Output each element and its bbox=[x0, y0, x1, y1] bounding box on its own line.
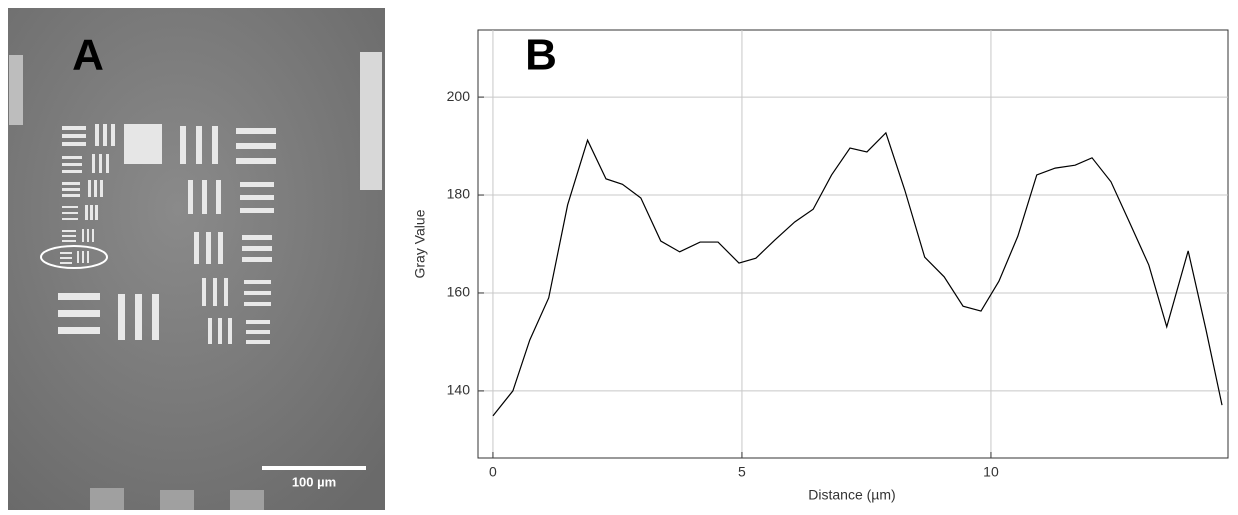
x-tick-label: 10 bbox=[983, 464, 999, 480]
y-tick-label: 200 bbox=[447, 88, 471, 104]
x-tick-label: 5 bbox=[738, 464, 746, 480]
profile-chart: B Distance (µm) Gray Value 140 160 180 200 0… bbox=[412, 29, 1229, 503]
plot-frame bbox=[477, 29, 1229, 459]
bottom-features bbox=[90, 488, 264, 510]
micrograph: 100 µm A bbox=[8, 8, 385, 510]
scale-bar bbox=[262, 466, 366, 470]
edge-feature bbox=[360, 52, 382, 190]
bar-groups bbox=[58, 124, 276, 344]
scale-bar-label: 100 µm bbox=[292, 474, 336, 489]
y-axis-label: Gray Value bbox=[412, 209, 428, 278]
profile-line bbox=[492, 131, 1223, 417]
y-tick-label: 140 bbox=[447, 382, 471, 398]
panel-label: B bbox=[525, 31, 557, 80]
edge-feature bbox=[9, 55, 23, 125]
highlight-ellipse bbox=[40, 245, 108, 269]
y-tick-label: 180 bbox=[447, 186, 471, 202]
y-tick-label: 160 bbox=[447, 284, 471, 300]
x-tick-label: 0 bbox=[489, 464, 497, 480]
square-target bbox=[124, 124, 162, 164]
x-axis-label: Distance (µm) bbox=[808, 487, 895, 503]
panel-label: A bbox=[72, 31, 104, 80]
